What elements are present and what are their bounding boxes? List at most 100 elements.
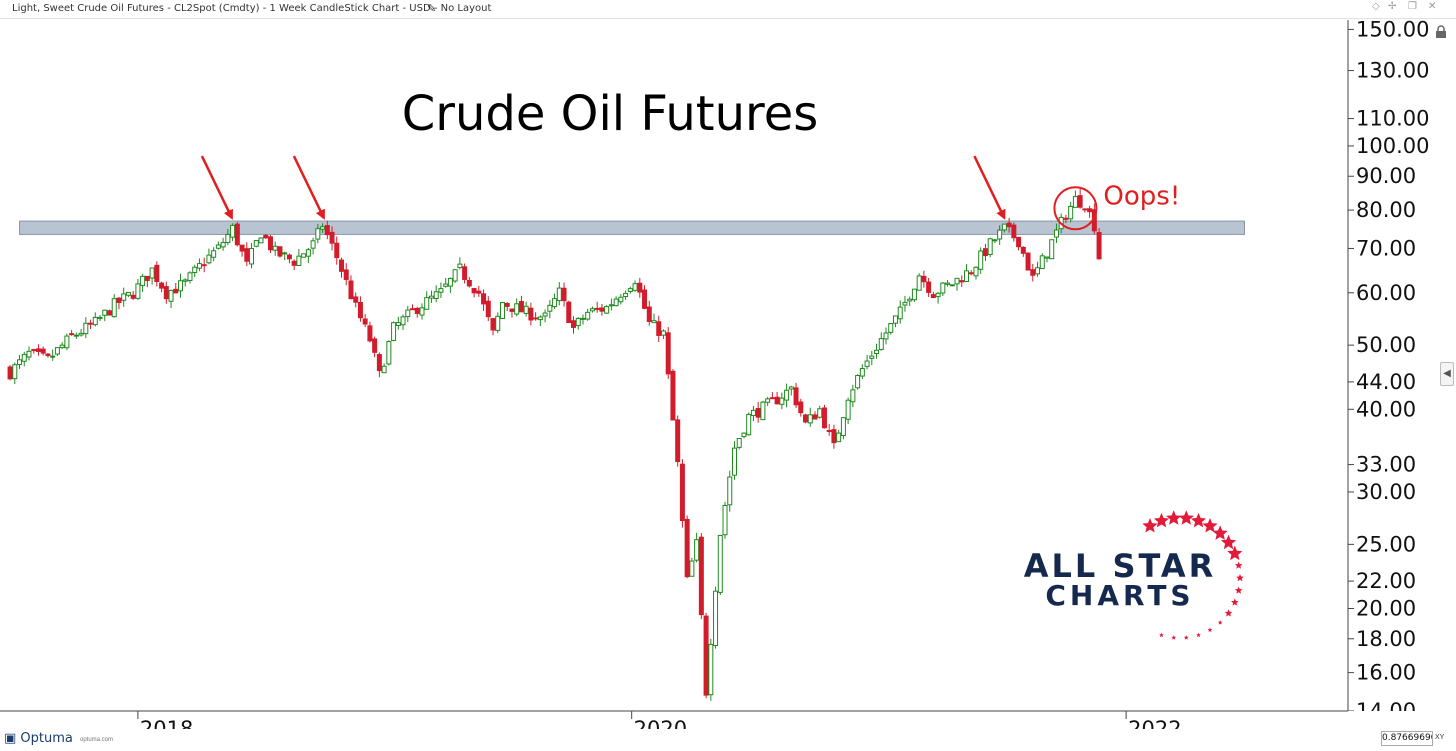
chart-header-title: Light, Sweet Crude Oil Futures - CL2Spot… bbox=[12, 3, 492, 14]
candle-body bbox=[135, 283, 141, 299]
candle-body bbox=[102, 309, 108, 316]
pencil-icon[interactable]: ✎ bbox=[427, 3, 437, 15]
candle-body bbox=[760, 401, 766, 421]
close-icon[interactable]: ✕ bbox=[1428, 1, 1437, 12]
candle-body bbox=[419, 307, 425, 316]
candle-body bbox=[324, 225, 330, 236]
candle-body bbox=[713, 590, 719, 647]
lock-icon[interactable] bbox=[1434, 25, 1448, 39]
candle-body bbox=[305, 249, 311, 257]
candle-body bbox=[315, 228, 321, 240]
candle-body bbox=[552, 298, 558, 308]
candle-body bbox=[694, 539, 700, 561]
brand-star bbox=[1142, 518, 1158, 533]
candle-body bbox=[826, 430, 832, 433]
optuma-logo-text: Optuma bbox=[20, 731, 73, 746]
footer-bar bbox=[0, 729, 1456, 751]
y-tick-label: 150.00 bbox=[1356, 17, 1429, 41]
candle-body bbox=[462, 266, 468, 280]
candle-body bbox=[196, 263, 202, 269]
brand-star bbox=[1236, 574, 1244, 582]
candle-body bbox=[272, 245, 278, 251]
candle-body bbox=[878, 338, 884, 350]
candle-body bbox=[803, 414, 809, 423]
y-tick-label: 40.00 bbox=[1356, 397, 1416, 421]
candle-body bbox=[452, 269, 458, 282]
candle-body bbox=[656, 321, 662, 336]
candle-body bbox=[741, 432, 747, 438]
candle-body bbox=[111, 298, 117, 318]
candle-body bbox=[310, 240, 316, 249]
candle-body bbox=[1035, 267, 1041, 275]
brand-star bbox=[1171, 635, 1177, 640]
restore-icon[interactable]: ❐ bbox=[1408, 1, 1417, 12]
candle-body bbox=[296, 255, 302, 266]
candle-body bbox=[144, 275, 150, 281]
candle-body bbox=[173, 288, 179, 294]
candle-body bbox=[367, 325, 373, 342]
candle-body bbox=[964, 270, 970, 282]
candle-body bbox=[1016, 236, 1022, 248]
brand-star bbox=[1196, 632, 1201, 638]
candle-body bbox=[376, 354, 382, 372]
candle-body bbox=[83, 322, 89, 335]
candle-body bbox=[1072, 196, 1078, 208]
candle-body bbox=[1077, 195, 1083, 208]
brand-line-2: CHARTS bbox=[1045, 579, 1194, 612]
candle-body bbox=[589, 308, 595, 312]
y-tick-label: 33.00 bbox=[1356, 453, 1416, 477]
candle-body bbox=[433, 291, 439, 299]
candle-body bbox=[537, 316, 543, 321]
candle-body bbox=[1053, 229, 1059, 238]
candle-body bbox=[64, 335, 70, 349]
candle-body bbox=[812, 414, 818, 420]
candle-body bbox=[116, 297, 122, 303]
candle-body bbox=[580, 317, 586, 320]
diamond-icon[interactable]: ◇ bbox=[1372, 1, 1380, 12]
candle-body bbox=[26, 350, 32, 358]
brand-star bbox=[1224, 609, 1233, 617]
candle-body bbox=[978, 250, 984, 270]
candle-body bbox=[54, 347, 60, 355]
candle-body bbox=[897, 306, 903, 320]
candle-body bbox=[788, 386, 794, 390]
candle-body bbox=[514, 303, 520, 315]
candle-body bbox=[414, 307, 420, 314]
candle-body bbox=[907, 298, 913, 302]
candle-body bbox=[92, 316, 98, 326]
candle-body bbox=[343, 269, 349, 280]
candle-body bbox=[817, 408, 823, 418]
optuma-url[interactable]: optuma.com bbox=[80, 737, 114, 743]
candle-body bbox=[731, 447, 737, 476]
candle-body bbox=[234, 223, 240, 246]
candle-body bbox=[623, 292, 629, 297]
y-tick-label: 20.00 bbox=[1356, 596, 1416, 620]
candle-body bbox=[533, 317, 539, 320]
brand-star bbox=[1220, 534, 1237, 550]
y-tick-label: 18.00 bbox=[1356, 627, 1416, 651]
candle-body bbox=[201, 264, 207, 267]
y-tick-label: 110.00 bbox=[1356, 107, 1429, 131]
candle-body bbox=[585, 311, 591, 320]
candle-body bbox=[1049, 239, 1055, 260]
pin-icon[interactable]: ✢ bbox=[1388, 1, 1397, 12]
chart-title: Crude Oil Futures bbox=[402, 86, 819, 142]
candle-body bbox=[334, 242, 340, 259]
chart-header: Light, Sweet Crude Oil Futures - CL2Spot… bbox=[0, 0, 1456, 19]
candle-body bbox=[736, 438, 742, 448]
candle-body bbox=[21, 353, 27, 362]
collapse-panel-icon[interactable]: ◀ bbox=[1440, 362, 1454, 386]
y-tick-label: 22.00 bbox=[1356, 569, 1416, 593]
y-tick-label: 90.00 bbox=[1356, 164, 1416, 188]
candle-body bbox=[466, 279, 472, 287]
candle-body bbox=[329, 231, 335, 244]
candle-body bbox=[159, 282, 165, 289]
candle-body bbox=[220, 242, 226, 248]
y-tick-label: 30.00 bbox=[1356, 480, 1416, 504]
candle-body bbox=[410, 308, 416, 311]
candle-body bbox=[163, 286, 169, 300]
candle-body bbox=[499, 302, 505, 319]
y-tick-label: 70.00 bbox=[1356, 236, 1416, 260]
candle-body bbox=[670, 370, 676, 421]
candle-body bbox=[263, 234, 269, 239]
